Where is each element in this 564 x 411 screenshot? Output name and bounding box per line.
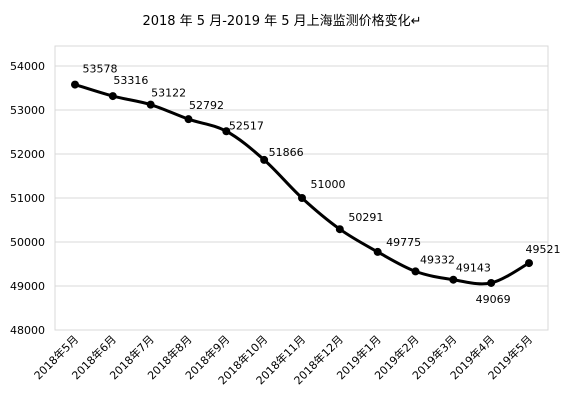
data-point (525, 259, 533, 268)
data-point (184, 115, 193, 124)
data-point (487, 278, 496, 287)
y-tick-label: 53000 (10, 104, 45, 117)
data-point (71, 80, 79, 89)
data-point (411, 267, 420, 276)
plot-border (54, 45, 549, 331)
data-label: 49775 (386, 236, 421, 249)
data-point (260, 155, 269, 164)
y-tick-label: 52000 (10, 148, 45, 161)
y-tick-label: 48000 (10, 324, 45, 337)
y-tick-label: 49000 (10, 280, 45, 293)
data-label: 49069 (476, 293, 511, 306)
data-label: 52792 (189, 99, 224, 112)
y-tick-label: 50000 (10, 236, 45, 249)
y-tick-label: 51000 (10, 192, 45, 205)
data-label: 50291 (348, 211, 383, 224)
y-tick-label: 54000 (10, 60, 45, 73)
data-label: 51866 (269, 146, 304, 159)
data-label: 49143 (456, 262, 491, 275)
data-point (108, 92, 117, 101)
data-point (146, 100, 155, 109)
data-point (373, 247, 382, 256)
data-label: 49521 (526, 243, 561, 256)
data-label: 53316 (113, 74, 148, 87)
data-point (298, 194, 306, 202)
data-label: 52517 (229, 119, 264, 132)
data-label: 51000 (311, 178, 346, 191)
data-point (449, 275, 458, 284)
data-point (222, 127, 231, 136)
data-label: 53122 (151, 87, 186, 100)
data-label: 53578 (83, 63, 118, 76)
data-point (335, 225, 344, 234)
chart-title: 2018 年 5 月-2019 年 5 月上海监测价格变化↵ (142, 14, 422, 29)
series-line (73, 83, 531, 286)
data-label: 49332 (420, 253, 455, 266)
